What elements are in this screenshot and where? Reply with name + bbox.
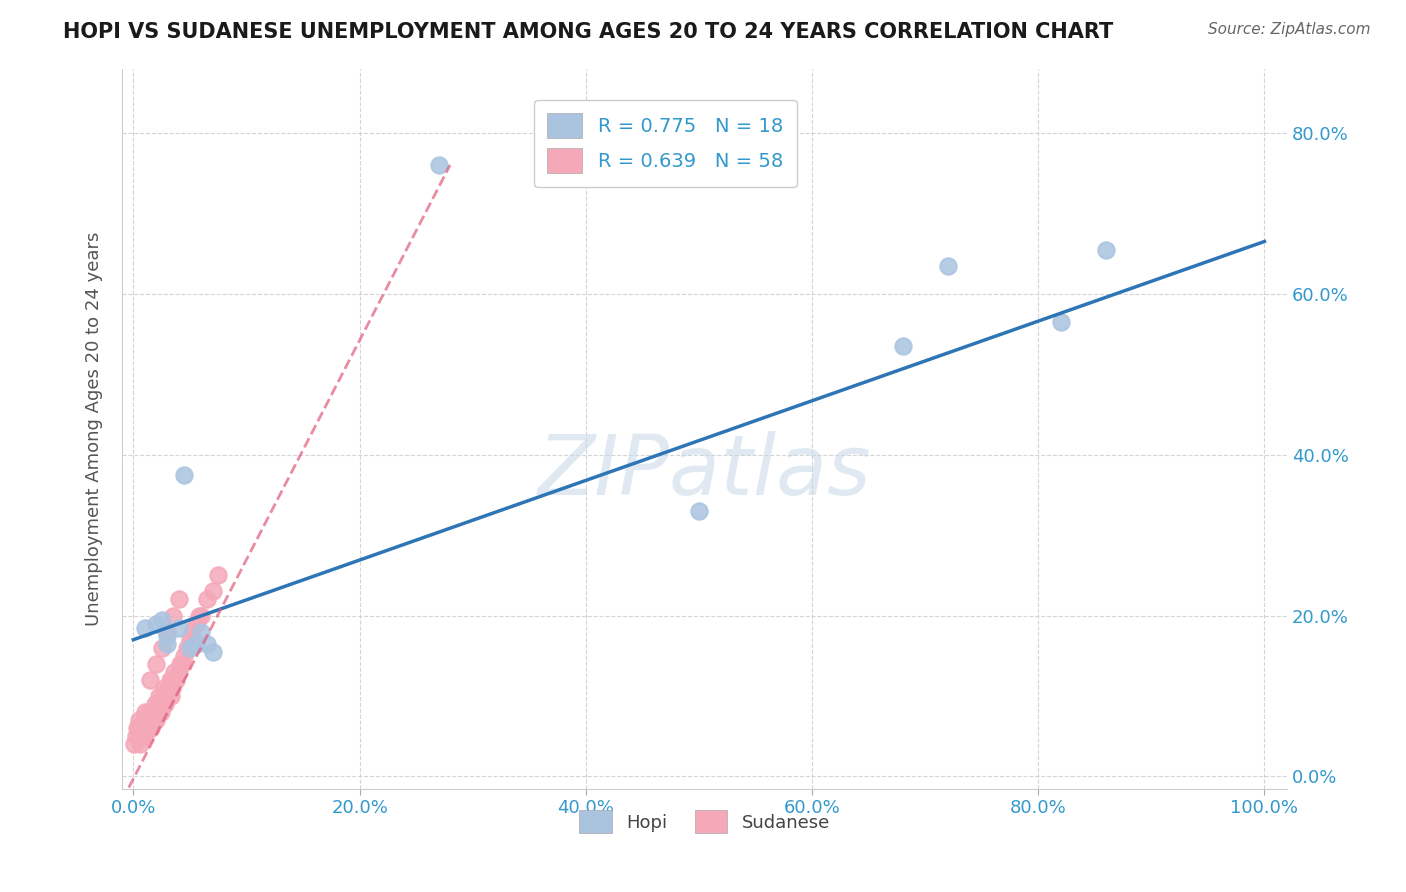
Point (148, 697, 170, 711)
Point (167, 592, 190, 607)
Point (149, 705, 172, 719)
Point (145, 616, 167, 631)
Point (131, 729, 153, 743)
Point (162, 673, 184, 687)
Point (181, 624, 204, 639)
Point (153, 681, 176, 695)
Point (1095, 243, 1118, 257)
Point (138, 705, 160, 719)
Point (188, 608, 211, 623)
Point (146, 705, 169, 719)
Point (128, 713, 150, 727)
Y-axis label: Unemployment Among Ages 20 to 24 years: Unemployment Among Ages 20 to 24 years (86, 231, 103, 625)
Point (127, 721, 149, 735)
Point (167, 665, 190, 679)
Point (129, 729, 152, 743)
Point (190, 624, 212, 639)
Point (159, 673, 181, 687)
Point (201, 645, 224, 659)
Point (176, 640, 198, 655)
Point (134, 621, 156, 635)
Point (190, 608, 212, 623)
Point (184, 637, 207, 651)
Point (136, 713, 159, 727)
Point (134, 729, 156, 743)
Text: ZIPatlas: ZIPatlas (537, 431, 872, 512)
Point (156, 689, 179, 703)
Point (162, 608, 184, 623)
Point (159, 689, 181, 703)
Text: Source: ZipAtlas.com: Source: ZipAtlas.com (1208, 22, 1371, 37)
Point (165, 673, 187, 687)
Point (124, 737, 146, 751)
Point (195, 637, 218, 651)
Point (207, 568, 229, 582)
Point (129, 737, 152, 751)
Point (152, 689, 174, 703)
Point (156, 637, 179, 651)
Point (139, 673, 162, 687)
Point (688, 504, 710, 518)
Point (201, 584, 224, 599)
Point (136, 713, 159, 727)
Point (179, 632, 201, 647)
Point (179, 640, 201, 655)
Point (184, 616, 207, 631)
Text: HOPI VS SUDANESE UNEMPLOYMENT AMONG AGES 20 TO 24 YEARS CORRELATION CHART: HOPI VS SUDANESE UNEMPLOYMENT AMONG AGES… (63, 22, 1114, 42)
Point (153, 697, 176, 711)
Point (131, 721, 153, 735)
Point (139, 705, 162, 719)
Point (156, 624, 179, 639)
Point (134, 705, 156, 719)
Point (173, 648, 195, 663)
Point (169, 657, 191, 671)
Point (135, 721, 157, 735)
Point (156, 629, 179, 643)
Point (170, 657, 193, 671)
Point (160, 681, 183, 695)
Point (145, 713, 167, 727)
Point (141, 721, 163, 735)
Legend: Hopi, Sudanese: Hopi, Sudanese (568, 799, 841, 845)
Point (891, 339, 914, 353)
Point (142, 705, 165, 719)
Point (150, 697, 173, 711)
Point (155, 689, 177, 703)
Point (150, 640, 173, 655)
Point (148, 689, 170, 703)
Point (142, 713, 165, 727)
Point (195, 592, 218, 607)
Point (163, 665, 186, 679)
Point (132, 713, 155, 727)
Point (150, 613, 173, 627)
Point (427, 158, 450, 172)
Point (1050, 315, 1073, 329)
Point (125, 721, 148, 735)
Point (157, 681, 180, 695)
Point (173, 467, 195, 482)
Point (167, 621, 190, 635)
Point (145, 657, 167, 671)
Point (936, 259, 959, 273)
Point (124, 729, 146, 743)
Point (143, 697, 166, 711)
